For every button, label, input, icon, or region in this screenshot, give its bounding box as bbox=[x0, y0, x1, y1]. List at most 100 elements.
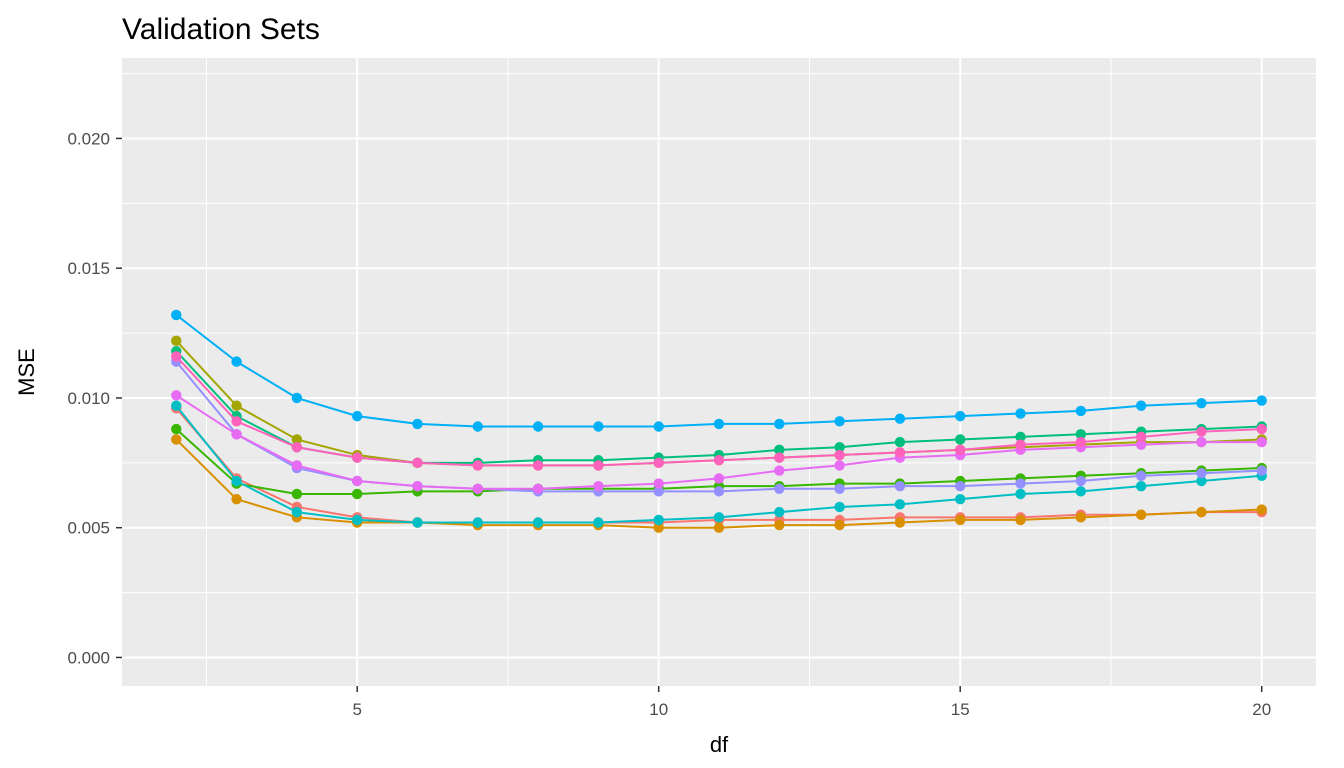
data-point bbox=[834, 483, 845, 494]
data-point bbox=[1135, 509, 1147, 520]
data-point bbox=[1135, 480, 1147, 492]
data-point bbox=[1075, 475, 1087, 487]
data-point bbox=[894, 480, 906, 492]
data-point bbox=[1015, 431, 1026, 443]
plot-panel bbox=[122, 58, 1316, 686]
data-point bbox=[231, 416, 242, 427]
data-point bbox=[1196, 468, 1207, 479]
data-point bbox=[291, 442, 303, 453]
data-point bbox=[894, 447, 906, 458]
data-point bbox=[1135, 400, 1147, 411]
data-point bbox=[713, 522, 725, 533]
data-point bbox=[231, 493, 242, 505]
data-point bbox=[955, 480, 966, 492]
data-point bbox=[412, 480, 423, 492]
data-point bbox=[291, 392, 303, 404]
data-point bbox=[955, 434, 966, 445]
data-point bbox=[171, 335, 182, 347]
data-point bbox=[834, 442, 845, 453]
data-point bbox=[1015, 514, 1026, 526]
data-point bbox=[774, 506, 785, 518]
data-point bbox=[171, 351, 182, 362]
data-point bbox=[231, 356, 242, 367]
data-point bbox=[1256, 395, 1267, 406]
data-point bbox=[955, 493, 966, 505]
data-point bbox=[834, 519, 845, 531]
data-point bbox=[1196, 426, 1207, 437]
data-point bbox=[1075, 486, 1087, 497]
data-point bbox=[713, 473, 725, 484]
data-point bbox=[1256, 504, 1267, 515]
data-point bbox=[291, 488, 303, 500]
data-point bbox=[351, 514, 363, 526]
data-point bbox=[774, 444, 785, 456]
data-point bbox=[171, 390, 182, 401]
data-point bbox=[834, 449, 845, 461]
data-point bbox=[171, 400, 182, 411]
data-point bbox=[894, 413, 906, 424]
data-point bbox=[593, 460, 604, 471]
data-point bbox=[472, 483, 483, 494]
y-axis-title: MSE bbox=[14, 348, 39, 396]
data-point bbox=[1015, 408, 1026, 419]
data-point bbox=[653, 421, 664, 432]
data-point bbox=[1256, 436, 1267, 448]
data-point bbox=[955, 410, 966, 422]
data-point bbox=[713, 418, 725, 430]
data-point bbox=[894, 517, 906, 528]
data-point bbox=[1196, 506, 1207, 518]
data-point bbox=[1075, 436, 1087, 448]
data-point bbox=[171, 423, 182, 435]
data-point bbox=[774, 418, 785, 430]
data-point bbox=[412, 517, 423, 528]
data-point bbox=[713, 455, 725, 466]
data-point bbox=[472, 421, 483, 432]
data-point bbox=[532, 483, 544, 494]
y-tick-label: 0.005 bbox=[67, 519, 110, 538]
series-7 bbox=[171, 309, 1267, 432]
data-point bbox=[593, 517, 604, 528]
data-point bbox=[593, 480, 604, 492]
data-point bbox=[1075, 405, 1087, 417]
data-point bbox=[1196, 397, 1207, 409]
data-point bbox=[1075, 512, 1087, 523]
data-point bbox=[653, 522, 664, 533]
data-point bbox=[231, 475, 242, 487]
data-point bbox=[291, 506, 303, 518]
data-point bbox=[955, 444, 966, 456]
data-point bbox=[774, 519, 785, 531]
data-point bbox=[1256, 423, 1267, 435]
data-point bbox=[894, 436, 906, 448]
data-point bbox=[472, 517, 483, 528]
data-point bbox=[351, 488, 363, 500]
y-tick-label: 0.000 bbox=[67, 648, 110, 667]
data-point bbox=[1075, 429, 1087, 440]
data-point bbox=[834, 501, 845, 513]
data-point bbox=[653, 478, 664, 489]
y-tick-label: 0.015 bbox=[67, 259, 110, 278]
data-point bbox=[412, 457, 423, 469]
data-point bbox=[1196, 475, 1207, 487]
data-point bbox=[1135, 439, 1147, 450]
x-tick-label: 10 bbox=[649, 700, 668, 719]
x-tick-label: 5 bbox=[352, 700, 361, 719]
data-point bbox=[1015, 439, 1026, 450]
data-point bbox=[472, 460, 483, 471]
data-point bbox=[532, 421, 544, 432]
data-point bbox=[593, 421, 604, 432]
data-point bbox=[713, 512, 725, 523]
data-point bbox=[351, 475, 363, 487]
data-point bbox=[351, 452, 363, 463]
y-axis: 0.000 0.005 0.010 0.015 0.020 bbox=[67, 129, 122, 667]
data-point bbox=[291, 460, 303, 471]
data-point bbox=[774, 465, 785, 476]
data-point bbox=[171, 309, 182, 321]
data-point bbox=[532, 517, 544, 528]
x-tick-label: 20 bbox=[1252, 700, 1271, 719]
data-point bbox=[653, 457, 664, 469]
data-point bbox=[653, 486, 664, 497]
data-point bbox=[774, 452, 785, 463]
data-point bbox=[1135, 470, 1147, 482]
data-point bbox=[1015, 478, 1026, 489]
